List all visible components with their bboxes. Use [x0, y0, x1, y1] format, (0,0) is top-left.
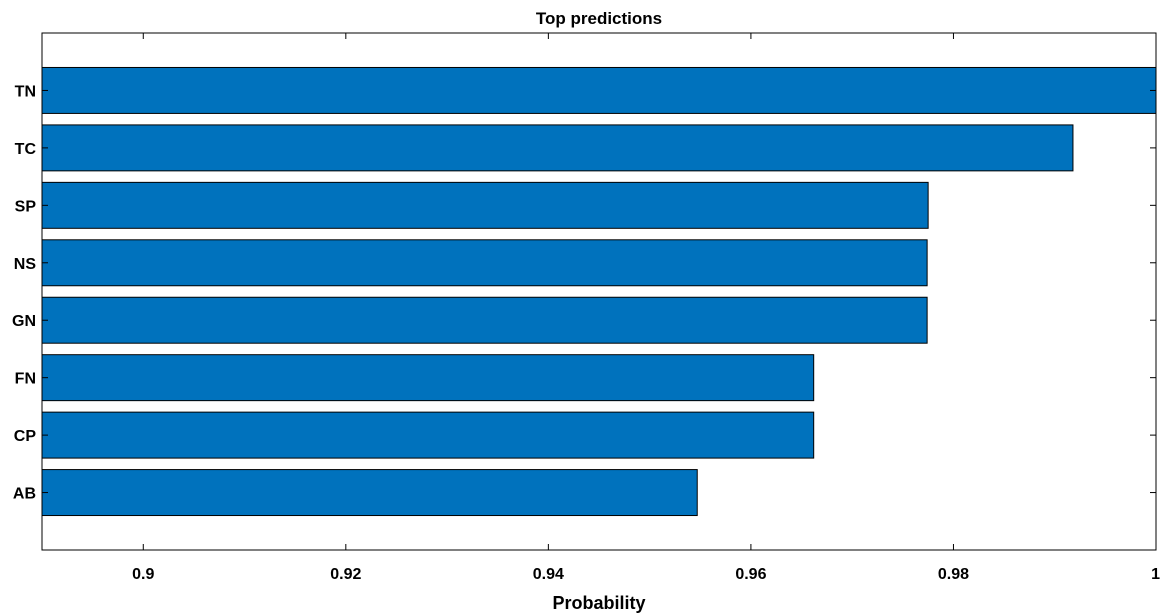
bar-cp	[41, 411, 815, 459]
y-tick-label-gn: GN	[12, 313, 36, 330]
y-tick-label-ns: NS	[14, 256, 37, 273]
x-tick-label-4: 0.98	[938, 566, 969, 583]
x-tick-label-5: 1	[1151, 566, 1160, 583]
y-tick-label-ab: AB	[13, 486, 36, 503]
bar-fn	[41, 354, 815, 402]
bar-tn	[41, 66, 1157, 114]
x-tick-label-3: 0.96	[735, 566, 766, 583]
plot-frame	[41, 32, 1157, 551]
y-tick-label-sp: SP	[15, 198, 37, 215]
x-tick-label-2: 0.94	[533, 566, 564, 583]
x-tick-label-0: 0.9	[132, 566, 154, 583]
bar-ab	[41, 469, 698, 517]
x-tick-label-1: 0.92	[330, 566, 361, 583]
y-tick-label-tn: TN	[15, 83, 36, 100]
ticks-group: TN TC SP NS GN FN CP AB 0.9 0.92 0.94 0.96 0.98 1	[12, 33, 1160, 583]
chart-title: Top predictions	[536, 9, 662, 28]
bar-gn	[41, 296, 928, 344]
bar-sp	[41, 181, 929, 229]
y-tick-label-tc: TC	[15, 141, 37, 158]
y-tick-label-fn: FN	[15, 371, 36, 388]
bar-tc	[41, 124, 1074, 172]
y-tick-label-cp: CP	[14, 428, 37, 445]
bars-group	[41, 66, 1157, 517]
bar-ns	[41, 239, 928, 287]
x-axis-label: Probability	[552, 593, 645, 613]
